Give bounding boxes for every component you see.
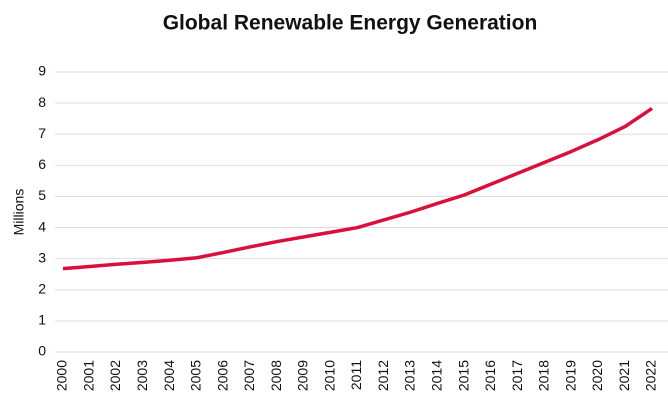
y-axis-label: Millions [11, 189, 27, 236]
x-tick-label: 2000 [54, 360, 70, 391]
y-tick-label: 4 [38, 218, 46, 234]
chart-title: Global Renewable Energy Generation [163, 12, 538, 35]
x-tick-label: 2005 [188, 360, 204, 391]
x-tick-label: 2010 [321, 360, 337, 391]
x-tick-label: 2016 [482, 360, 498, 391]
x-tick-label: 2008 [268, 360, 284, 391]
y-tick-label: 6 [38, 156, 46, 172]
x-tick-label: 2007 [241, 360, 257, 391]
data-line [62, 106, 653, 271]
x-tick-label: 2022 [643, 360, 659, 391]
y-tick-label: 9 [38, 63, 46, 79]
x-tick-label: 2021 [616, 360, 632, 391]
y-tick-label: 2 [38, 280, 46, 296]
x-tick-label: 2017 [509, 360, 525, 391]
y-tick-label: 1 [38, 312, 46, 328]
x-tick-label: 2003 [134, 360, 150, 391]
y-tick-label: 0 [38, 343, 46, 359]
x-tick-label: 2011 [348, 360, 364, 390]
x-tick-label: 2020 [589, 360, 605, 391]
x-tick-label: 2013 [402, 360, 418, 391]
x-tick-label: 2014 [429, 360, 445, 391]
y-tick-label: 8 [38, 94, 46, 110]
x-tick-label: 2009 [295, 360, 311, 391]
x-tick-label: 2015 [455, 360, 471, 391]
x-tick-label: 2018 [536, 360, 552, 391]
x-tick-label: 2001 [80, 360, 96, 391]
y-tick-label: 7 [38, 125, 46, 141]
x-tick-label: 2004 [161, 360, 177, 391]
x-tick-label: 2006 [214, 360, 230, 391]
x-tick-label: 2012 [375, 360, 391, 391]
y-tick-label: 3 [38, 249, 46, 265]
x-tick-label: 2019 [562, 360, 578, 391]
x-tick-label: 2002 [107, 360, 123, 391]
y-tick-label: 5 [38, 187, 46, 203]
